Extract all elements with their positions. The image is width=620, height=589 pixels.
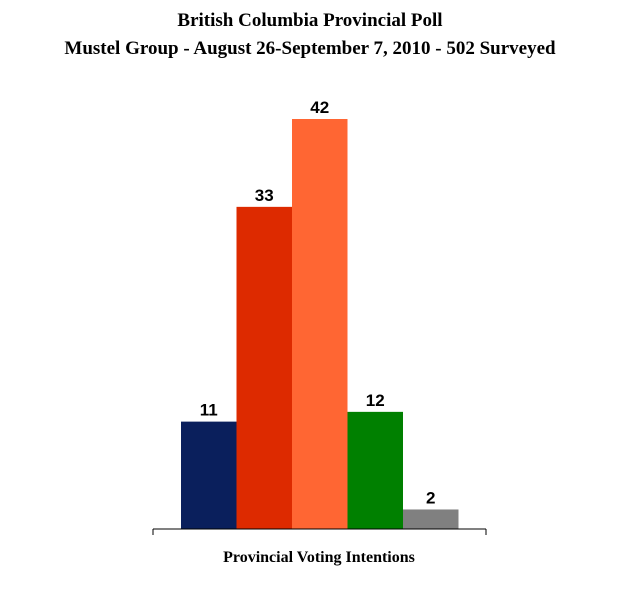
bar-3 — [292, 119, 348, 529]
bars-group — [181, 119, 459, 529]
value-label-5: 2 — [426, 488, 435, 507]
value-labels-group: 11 33 42 12 2 — [200, 98, 436, 507]
chart-title: British Columbia Provincial Poll — [177, 10, 443, 31]
value-label-3: 42 — [310, 98, 329, 117]
x-axis-label: Provincial Voting Intentions — [223, 549, 415, 566]
bar-2 — [236, 206, 292, 529]
chart-subtitle: Mustel Group - August 26-September 7, 20… — [64, 38, 556, 59]
value-label-2: 33 — [255, 186, 274, 205]
value-label-1: 11 — [200, 401, 218, 420]
bar-5 — [403, 509, 459, 529]
bar-1 — [181, 421, 237, 529]
value-label-4: 12 — [366, 391, 385, 410]
bar-4 — [347, 411, 403, 529]
